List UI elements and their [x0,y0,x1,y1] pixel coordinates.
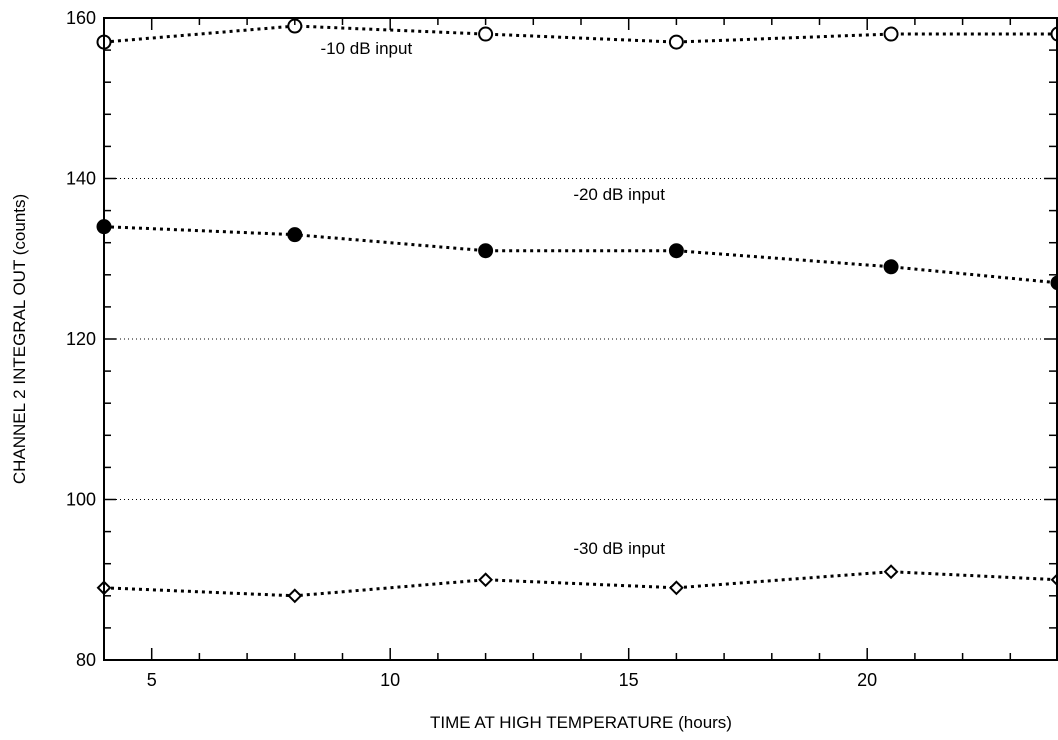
series-annotation: -10 dB input [321,39,413,58]
x-tick-label: 15 [619,670,639,690]
y-tick-label: 160 [66,8,96,28]
data-point-filled-circle [287,227,303,243]
y-tick-label: 140 [66,169,96,189]
data-point-open-circle [668,34,684,50]
data-point-filled-circle [668,243,684,259]
data-point-filled-circle [478,243,494,259]
y-tick-label: 80 [76,650,96,670]
data-point-open-circle [478,26,494,42]
data-point-open-diamond [883,564,899,580]
series-line [103,570,1058,598]
data-point-filled-circle [883,259,899,275]
axes [103,17,1058,661]
series-annotation: -20 dB input [573,185,665,204]
y-tick-label: 120 [66,329,96,349]
annotations: -10 dB input -20 dB input -30 dB input [321,39,666,558]
gridlines [104,178,1058,500]
y-tick-label: 100 [66,490,96,510]
x-tick-label: 5 [147,670,157,690]
series-lines [96,18,1058,604]
series-line [103,24,1058,44]
x-tick-label: 10 [380,670,400,690]
data-point-open-circle [883,26,899,42]
tick-labels: 5 10 15 20 80 100 120 140 160 [66,8,877,690]
y-axis-title: CHANNEL 2 INTEGRAL OUT (counts) [10,194,29,484]
data-point-open-diamond [287,588,303,604]
data-point-open-diamond [668,580,684,596]
data-point-open-diamond [478,572,494,588]
x-tick-label: 20 [857,670,877,690]
series-annotation: -30 dB input [573,539,665,558]
x-axis-title: TIME AT HIGH TEMPERATURE (hours) [430,713,732,732]
series-line [103,225,1058,285]
